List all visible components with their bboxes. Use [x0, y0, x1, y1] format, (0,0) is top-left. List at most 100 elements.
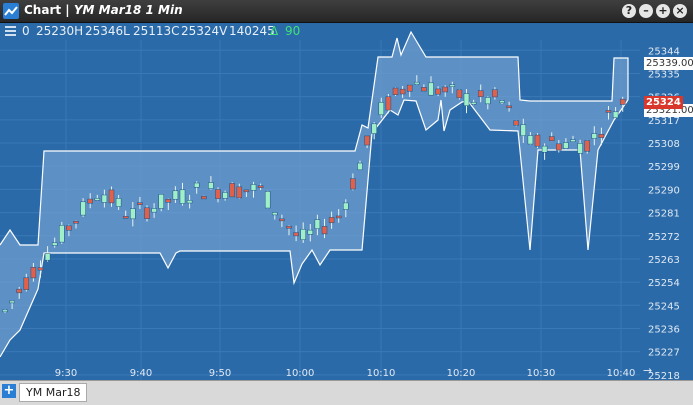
candle-body — [264, 191, 271, 209]
candle-body — [30, 267, 37, 279]
y-tick-label: 25263 — [648, 255, 680, 266]
candle-body — [307, 229, 314, 235]
candle-body — [137, 202, 143, 205]
stat-open: 0 — [22, 24, 30, 38]
candle-body — [215, 189, 221, 199]
y-tick-label: 25308 — [648, 139, 680, 150]
candle-body — [612, 111, 619, 119]
x-tick-label: 9:50 — [209, 368, 231, 379]
candle-body — [598, 133, 605, 138]
candle-body — [186, 200, 193, 204]
title-prefix: Chart | — [24, 3, 70, 17]
candle-body — [421, 87, 427, 92]
candle-body — [371, 123, 377, 134]
candle-body — [94, 198, 101, 201]
y-tick-label: 25254 — [648, 278, 680, 289]
candle-body — [428, 82, 434, 96]
x-tick-label: 10:10 — [367, 368, 396, 379]
candle-body — [300, 228, 306, 240]
candle-body — [335, 215, 342, 219]
candle-body — [115, 198, 122, 207]
candle-body — [527, 135, 534, 145]
candle-body — [9, 300, 15, 304]
stat-volume: 25324V — [181, 24, 228, 38]
candle-body — [229, 183, 235, 198]
candle-body — [414, 81, 420, 85]
candle-body — [122, 216, 129, 219]
candle-body — [541, 145, 548, 153]
x-tick-label: 10:00 — [286, 368, 315, 379]
candle-body — [378, 102, 385, 116]
candle-body — [350, 178, 356, 190]
candle-body — [577, 143, 583, 154]
y-tick-label: 25344 — [648, 46, 680, 57]
candle-body — [328, 217, 335, 224]
candle-body — [463, 93, 470, 106]
candle-body — [2, 309, 8, 313]
channel-upper-line — [0, 30, 629, 246]
candle-body — [470, 102, 477, 105]
candle-body — [201, 195, 207, 200]
candle-body — [193, 182, 200, 188]
candle-body — [286, 225, 292, 229]
candle-body — [130, 208, 136, 220]
candle-body — [506, 105, 512, 109]
candle-body — [73, 221, 79, 224]
candle-body — [236, 186, 243, 199]
x-tick-label: 9:30 — [55, 368, 77, 379]
y-tick-label: 25245 — [648, 301, 680, 312]
candle-body — [321, 226, 328, 235]
window-title: Chart | YM Mar18 1 Min — [24, 3, 183, 17]
stat-change-symbol: Δ — [270, 24, 279, 38]
candle-body — [16, 288, 22, 294]
stat-close: 25113C — [133, 24, 180, 38]
y-tick-label: 25281 — [648, 209, 680, 220]
candle-body — [534, 134, 541, 147]
candle-body — [101, 194, 108, 203]
y-tick-label: 25317 — [648, 116, 680, 127]
symbol-tab[interactable]: YM Mar18 — [19, 383, 88, 402]
y-tick-label: 25218 — [648, 371, 680, 382]
close-button[interactable]: × — [673, 4, 687, 18]
candle-body — [343, 202, 349, 210]
y-tick-label: 25299 — [648, 162, 680, 173]
candle-body — [208, 182, 214, 189]
candle-body — [179, 189, 186, 204]
candle-body — [399, 88, 406, 95]
candle-body — [51, 242, 58, 246]
candle-body — [144, 207, 150, 219]
title-symbol: YM Mar18 1 Min — [73, 3, 183, 17]
minimize-button[interactable]: – — [639, 4, 653, 18]
candle-body — [520, 124, 527, 137]
candle-body — [392, 87, 399, 95]
candle-body — [456, 89, 463, 99]
candle-body — [66, 225, 72, 231]
candle-body — [591, 133, 598, 139]
candle-body — [584, 140, 590, 152]
add-symbol-button[interactable]: + — [2, 383, 16, 398]
candle-body — [477, 90, 484, 98]
x-tick-label: 9:40 — [130, 368, 152, 379]
candle-body — [59, 225, 65, 243]
candle-body — [222, 192, 228, 199]
maximize-button[interactable]: + — [656, 4, 670, 18]
candle-body — [619, 98, 626, 105]
candle-body — [279, 218, 285, 222]
symbol-tab-bar: + YM Mar18 — [0, 380, 693, 405]
window-titlebar: Chart | YM Mar18 1 Min ? – + × — [0, 0, 693, 23]
help-button[interactable]: ? — [622, 4, 636, 18]
y-tick-label: 25335 — [648, 69, 680, 80]
candle-body — [172, 190, 179, 200]
menu-icon[interactable] — [5, 26, 16, 36]
stat-low: 25346L — [85, 24, 130, 38]
candle-body — [570, 139, 576, 142]
candle-body — [357, 162, 363, 171]
x-tick-label: 10:30 — [527, 368, 556, 379]
candle-body — [257, 185, 264, 188]
candle-body — [442, 86, 448, 93]
channel-lower-line — [0, 99, 629, 358]
stats-bar: 0 25230H 25346L 25113C 25324V 140245 Δ 9… — [0, 22, 640, 40]
channel-band-fill — [0, 32, 628, 357]
candle-body — [556, 143, 562, 151]
